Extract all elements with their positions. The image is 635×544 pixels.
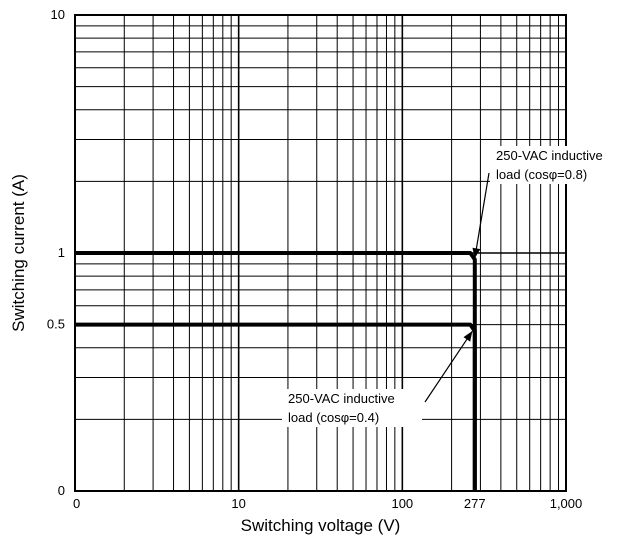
x-tick-label: 10 [231, 496, 245, 511]
annotation-arrow [474, 172, 490, 259]
annotation-background [282, 389, 422, 427]
annotation-arrowhead [472, 247, 481, 259]
series-line-2 [75, 322, 477, 491]
x-tick-labels: 0 10 100 277 1,000 [73, 496, 582, 511]
annotation-text: 250-VAC inductive [288, 391, 395, 406]
annotation-arrowhead [463, 331, 473, 342]
y-tick-label: 0 [58, 483, 65, 498]
series-group [75, 251, 477, 491]
y-tick-label: 10 [51, 7, 65, 22]
y-axis-label: Switching current (A) [9, 174, 28, 332]
y-tick-label: 0.5 [47, 317, 65, 332]
annotations: 250-VAC inductive load (cosφ=0.8) 250-VAC … [282, 146, 630, 427]
x-tick-label: 100 [391, 496, 413, 511]
annotation-text: 250-VAC inductive [496, 148, 603, 163]
plot-frame [74, 14, 567, 492]
annotation-text: load (cosφ=0.8) [496, 167, 587, 182]
x-tick-label: 277 [464, 496, 486, 511]
x-tick-label: 1,000 [550, 496, 583, 511]
annotation-arrow [424, 330, 473, 403]
annotation-text: load (cosφ=0.4) [288, 410, 379, 425]
annotation-background [490, 146, 630, 184]
y-tick-labels: 0 0.5 1 10 [47, 7, 65, 498]
y-tick-label: 1 [58, 245, 65, 260]
x-tick-label: 0 [73, 496, 80, 511]
x-axis-label: Switching voltage (V) [241, 516, 401, 535]
series-line-1 [75, 251, 477, 491]
